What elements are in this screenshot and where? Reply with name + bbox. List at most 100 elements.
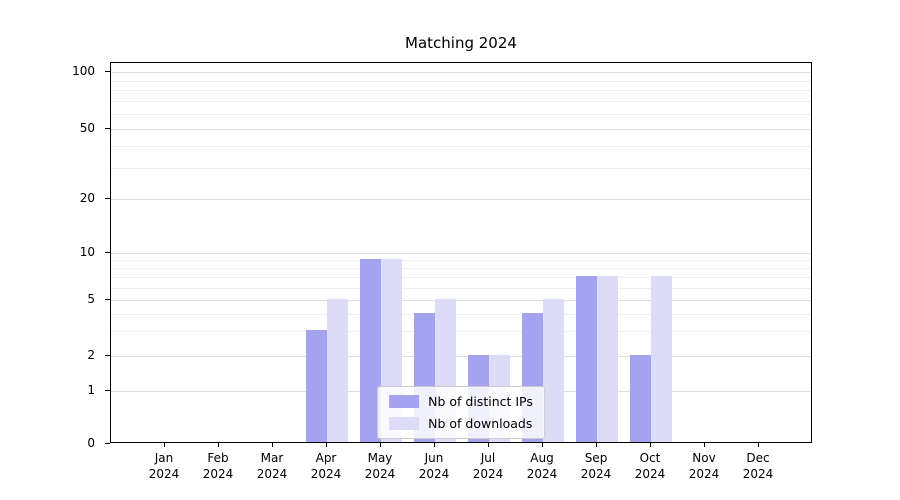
legend-item: Nb of downloads bbox=[389, 416, 533, 431]
bar-distinct-ips-sep bbox=[576, 276, 597, 442]
major-gridline bbox=[111, 253, 811, 254]
y-axis-tick-mark bbox=[105, 198, 110, 199]
x-axis-tick-mark bbox=[164, 443, 165, 447]
minor-gridline bbox=[111, 101, 811, 102]
x-tick-year: 2024 bbox=[310, 467, 342, 481]
legend-item: Nb of distinct IPs bbox=[389, 394, 533, 409]
x-axis-tick-mark bbox=[758, 443, 759, 447]
y-axis-tick-label: 1 bbox=[87, 383, 95, 397]
legend-label: Nb of downloads bbox=[428, 416, 533, 431]
minor-gridline bbox=[111, 260, 811, 261]
legend-label: Nb of distinct IPs bbox=[428, 394, 533, 409]
y-axis-tick-mark bbox=[105, 128, 110, 129]
x-tick-month: Jul bbox=[480, 451, 496, 465]
x-tick-year: 2024 bbox=[634, 467, 666, 481]
x-tick-year: 2024 bbox=[526, 467, 558, 481]
y-axis-tick-label: 20 bbox=[79, 191, 95, 205]
x-tick-year: 2024 bbox=[256, 467, 288, 481]
x-axis-tick-label: Oct 2024 bbox=[620, 450, 680, 482]
x-tick-year: 2024 bbox=[742, 467, 774, 481]
y-axis-tick-label: 50 bbox=[79, 121, 95, 135]
bar-distinct-ips-may bbox=[360, 259, 381, 442]
x-tick-year: 2024 bbox=[364, 467, 396, 481]
x-axis-tick-mark bbox=[434, 443, 435, 447]
minor-gridline bbox=[111, 288, 811, 289]
x-tick-month: Dec bbox=[746, 451, 770, 465]
bar-distinct-ips-oct bbox=[630, 355, 651, 442]
x-axis-tick-label: Sep 2024 bbox=[566, 450, 626, 482]
plot-area: Nb of distinct IPs Nb of downloads bbox=[110, 62, 812, 443]
x-tick-month: Aug bbox=[530, 451, 554, 465]
bar-downloads-aug bbox=[543, 299, 564, 442]
y-axis-tick-mark bbox=[105, 443, 110, 444]
x-tick-month: Mar bbox=[260, 451, 284, 465]
minor-gridline bbox=[111, 277, 811, 278]
x-tick-month: Sep bbox=[584, 451, 608, 465]
y-axis-tick-label: 2 bbox=[87, 348, 95, 362]
legend: Nb of distinct IPs Nb of downloads bbox=[377, 386, 545, 439]
y-axis-tick-mark bbox=[105, 71, 110, 72]
major-gridline bbox=[111, 356, 811, 357]
bar-downloads-sep bbox=[597, 276, 618, 442]
x-axis-tick-mark bbox=[596, 443, 597, 447]
x-axis-tick-mark bbox=[218, 443, 219, 447]
x-tick-month: Nov bbox=[692, 451, 716, 465]
x-axis-tick-mark bbox=[650, 443, 651, 447]
x-axis-tick-label: Mar 2024 bbox=[242, 450, 302, 482]
x-tick-year: 2024 bbox=[688, 467, 720, 481]
x-axis-tick-mark bbox=[704, 443, 705, 447]
minor-gridline bbox=[111, 90, 811, 91]
x-axis-tick-label: Jan 2024 bbox=[134, 450, 194, 482]
y-axis-tick-mark bbox=[105, 355, 110, 356]
bar-downloads-oct bbox=[651, 276, 672, 442]
x-axis-tick-label: Jul 2024 bbox=[458, 450, 518, 482]
x-tick-year: 2024 bbox=[148, 467, 180, 481]
minor-gridline bbox=[111, 314, 811, 315]
y-axis-tick-label: 0 bbox=[87, 436, 95, 450]
minor-gridline bbox=[111, 81, 811, 82]
x-axis-tick-mark bbox=[326, 443, 327, 447]
y-axis-tick-mark bbox=[105, 299, 110, 300]
major-gridline bbox=[111, 72, 811, 73]
minor-gridline bbox=[111, 114, 811, 115]
y-axis-tick-label: 10 bbox=[79, 245, 95, 259]
bar-distinct-ips-apr bbox=[306, 330, 327, 442]
x-tick-month: Oct bbox=[639, 451, 661, 465]
x-axis-tick-mark bbox=[542, 443, 543, 447]
y-axis-tick-mark bbox=[105, 252, 110, 253]
x-axis-tick-label: May 2024 bbox=[350, 450, 410, 482]
x-tick-month: Jan bbox=[154, 451, 174, 465]
x-axis-tick-label: Jun 2024 bbox=[404, 450, 464, 482]
minor-gridline bbox=[111, 331, 811, 332]
major-gridline bbox=[111, 199, 811, 200]
minor-gridline bbox=[111, 168, 811, 169]
legend-swatch bbox=[389, 395, 420, 408]
y-axis-tick-label: 5 bbox=[87, 292, 95, 306]
major-gridline bbox=[111, 129, 811, 130]
x-tick-month: Feb bbox=[207, 451, 229, 465]
legend-swatch bbox=[389, 417, 420, 430]
major-gridline bbox=[111, 300, 811, 301]
minor-gridline bbox=[111, 146, 811, 147]
x-tick-year: 2024 bbox=[202, 467, 234, 481]
y-axis-tick-label: 100 bbox=[72, 64, 95, 78]
x-tick-month: Jun bbox=[424, 451, 444, 465]
bar-downloads-apr bbox=[327, 299, 348, 442]
x-axis-tick-label: Dec 2024 bbox=[728, 450, 788, 482]
x-tick-year: 2024 bbox=[472, 467, 504, 481]
x-axis-tick-label: Nov 2024 bbox=[674, 450, 734, 482]
x-tick-month: Apr bbox=[315, 451, 337, 465]
x-tick-month: May bbox=[367, 451, 393, 465]
x-axis-tick-mark bbox=[380, 443, 381, 447]
x-axis-tick-mark bbox=[272, 443, 273, 447]
x-tick-year: 2024 bbox=[580, 467, 612, 481]
minor-gridline bbox=[111, 268, 811, 269]
y-axis-tick-mark bbox=[105, 390, 110, 391]
x-tick-year: 2024 bbox=[418, 467, 450, 481]
x-axis-tick-label: Apr 2024 bbox=[296, 450, 356, 482]
x-axis-tick-mark bbox=[488, 443, 489, 447]
x-axis-tick-label: Aug 2024 bbox=[512, 450, 572, 482]
x-axis-tick-label: Feb 2024 bbox=[188, 450, 248, 482]
chart-title: Matching 2024 bbox=[405, 34, 517, 52]
